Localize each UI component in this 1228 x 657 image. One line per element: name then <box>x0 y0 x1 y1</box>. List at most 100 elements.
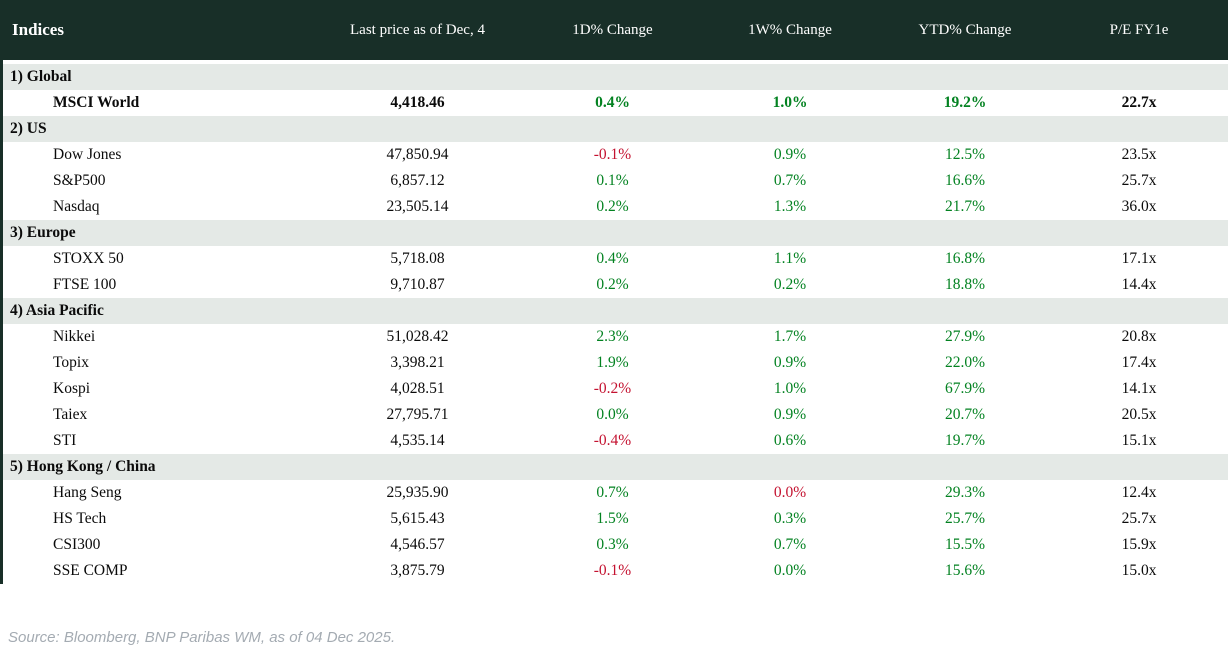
change-ytd: 29.3% <box>944 484 986 501</box>
index-name: MSCI World <box>53 94 140 111</box>
section-label: 4) Asia Pacific <box>3 298 1228 324</box>
change-1d: 0.4% <box>595 94 630 111</box>
change-1w: 0.7% <box>773 536 807 553</box>
change-ytd: 12.5% <box>944 146 986 163</box>
pe-ratio: 12.4x <box>1121 484 1157 501</box>
change-1d: 0.7% <box>596 484 629 501</box>
column-header-1d-change: 1D% Change <box>525 0 700 60</box>
pe-ratio: 15.0x <box>1121 562 1157 579</box>
change-ytd: 19.7% <box>944 432 986 449</box>
pe-ratio: 14.4x <box>1121 276 1157 293</box>
change-1d: 0.0% <box>596 406 629 423</box>
change-ytd: 19.2% <box>943 94 987 111</box>
table-row: FTSE 100 9,710.87 0.2% 0.2% 18.8% 14.4x <box>3 272 1228 298</box>
change-1d: 2.3% <box>596 328 629 345</box>
change-1w: 0.0% <box>773 484 807 501</box>
index-name: STI <box>53 432 77 449</box>
source-note: Source: Bloomberg, BNP Paribas WM, as of… <box>8 629 396 646</box>
table-row: S&P500 6,857.12 0.1% 0.7% 16.6% 25.7x <box>3 168 1228 194</box>
section-label: 1) Global <box>3 64 1228 90</box>
index-name: Hang Seng <box>53 484 122 501</box>
last-price: 23,505.14 <box>386 198 449 215</box>
table-row: STOXX 50 5,718.08 0.4% 1.1% 16.8% 17.1x <box>3 246 1228 272</box>
last-price: 3,398.21 <box>390 354 445 371</box>
last-price: 6,857.12 <box>390 172 445 189</box>
change-1d: 0.4% <box>596 250 629 267</box>
table-row: SSE COMP 3,875.79 -0.1% 0.0% 15.6% 15.0x <box>3 558 1228 584</box>
change-ytd: 25.7% <box>944 510 986 527</box>
column-header-indices: Indices <box>3 0 310 60</box>
table-row: MSCI World 4,418.46 0.4% 1.0% 19.2% 22.7x <box>3 90 1228 116</box>
index-name: Kospi <box>53 380 91 397</box>
change-1d: 0.2% <box>596 198 629 215</box>
index-name: HS Tech <box>53 510 107 527</box>
index-name: Taiex <box>53 406 88 423</box>
change-1d: 0.3% <box>596 536 629 553</box>
table-row: Taiex 27,795.71 0.0% 0.9% 20.7% 20.5x <box>3 402 1228 428</box>
pe-ratio: 36.0x <box>1121 198 1157 215</box>
section-label: 3) Europe <box>3 220 1228 246</box>
change-1w: 0.6% <box>773 432 807 449</box>
table-row: Kospi 4,028.51 -0.2% 1.0% 67.9% 14.1x <box>3 376 1228 402</box>
column-header-pe: P/E FY1e <box>1050 0 1228 60</box>
change-ytd: 67.9% <box>944 380 986 397</box>
table-row: Dow Jones 47,850.94 -0.1% 0.9% 12.5% 23.5x <box>3 142 1228 168</box>
index-name: Nasdaq <box>53 198 100 215</box>
pe-ratio: 23.5x <box>1121 146 1157 163</box>
index-name: Topix <box>53 354 89 371</box>
change-ytd: 15.5% <box>944 536 986 553</box>
indices-table-wrap: Indices Last price as of Dec, 4 1D% Chan… <box>0 0 1228 584</box>
section-label: 2) US <box>3 116 1228 142</box>
change-1w: 1.0% <box>773 380 807 397</box>
change-ytd: 16.6% <box>944 172 986 189</box>
change-1d: 1.9% <box>596 354 629 371</box>
change-ytd: 27.9% <box>944 328 986 345</box>
table-row: HS Tech 5,615.43 1.5% 0.3% 25.7% 25.7x <box>3 506 1228 532</box>
table-row: Topix 3,398.21 1.9% 0.9% 22.0% 17.4x <box>3 350 1228 376</box>
section-row: 1) Global <box>3 64 1228 90</box>
table-header: Indices Last price as of Dec, 4 1D% Chan… <box>3 0 1228 60</box>
last-price: 5,718.08 <box>390 250 445 267</box>
change-1d: -0.1% <box>593 146 632 163</box>
last-price: 4,546.57 <box>390 536 445 553</box>
last-price: 27,795.71 <box>386 406 449 423</box>
last-price: 9,710.87 <box>390 276 445 293</box>
pe-ratio: 20.5x <box>1121 406 1157 423</box>
change-1w: 1.3% <box>773 198 807 215</box>
section-label: 5) Hong Kong / China <box>3 454 1228 480</box>
table-row: Hang Seng 25,935.90 0.7% 0.0% 29.3% 12.4x <box>3 480 1228 506</box>
section-row: 4) Asia Pacific <box>3 298 1228 324</box>
change-ytd: 21.7% <box>944 198 986 215</box>
change-1w: 0.7% <box>773 172 807 189</box>
change-1w: 0.9% <box>773 354 807 371</box>
last-price: 4,535.14 <box>390 432 445 449</box>
table-body: 1) Global MSCI World 4,418.46 0.4% 1.0% 19.2%… <box>3 60 1228 584</box>
change-1w: 0.9% <box>773 406 807 423</box>
index-name: FTSE 100 <box>53 276 117 293</box>
table-row: Nikkei 51,028.42 2.3% 1.7% 27.9% 20.8x <box>3 324 1228 350</box>
section-row: 2) US <box>3 116 1228 142</box>
index-name: CSI300 <box>53 536 101 553</box>
pe-ratio: 17.1x <box>1121 250 1157 267</box>
last-price: 4,418.46 <box>390 94 445 111</box>
pe-ratio: 15.1x <box>1121 432 1157 449</box>
change-1w: 0.9% <box>773 146 807 163</box>
column-header-1w-change: 1W% Change <box>700 0 880 60</box>
column-header-last-price: Last price as of Dec, 4 <box>310 0 525 60</box>
change-1d: 0.1% <box>596 172 629 189</box>
indices-table: Indices Last price as of Dec, 4 1D% Chan… <box>3 0 1228 584</box>
table-row: CSI300 4,546.57 0.3% 0.7% 15.5% 15.9x <box>3 532 1228 558</box>
change-ytd: 18.8% <box>944 276 986 293</box>
pe-ratio: 25.7x <box>1121 510 1157 527</box>
section-row: 5) Hong Kong / China <box>3 454 1228 480</box>
change-1w: 0.3% <box>773 510 807 527</box>
index-name: Dow Jones <box>53 146 122 163</box>
table-row: STI 4,535.14 -0.4% 0.6% 19.7% 15.1x <box>3 428 1228 454</box>
last-price: 47,850.94 <box>386 146 449 163</box>
change-ytd: 22.0% <box>944 354 986 371</box>
pe-ratio: 14.1x <box>1121 380 1157 397</box>
column-header-ytd-change: YTD% Change <box>880 0 1050 60</box>
index-name: S&P500 <box>53 172 106 189</box>
change-1w: 0.0% <box>773 562 807 579</box>
